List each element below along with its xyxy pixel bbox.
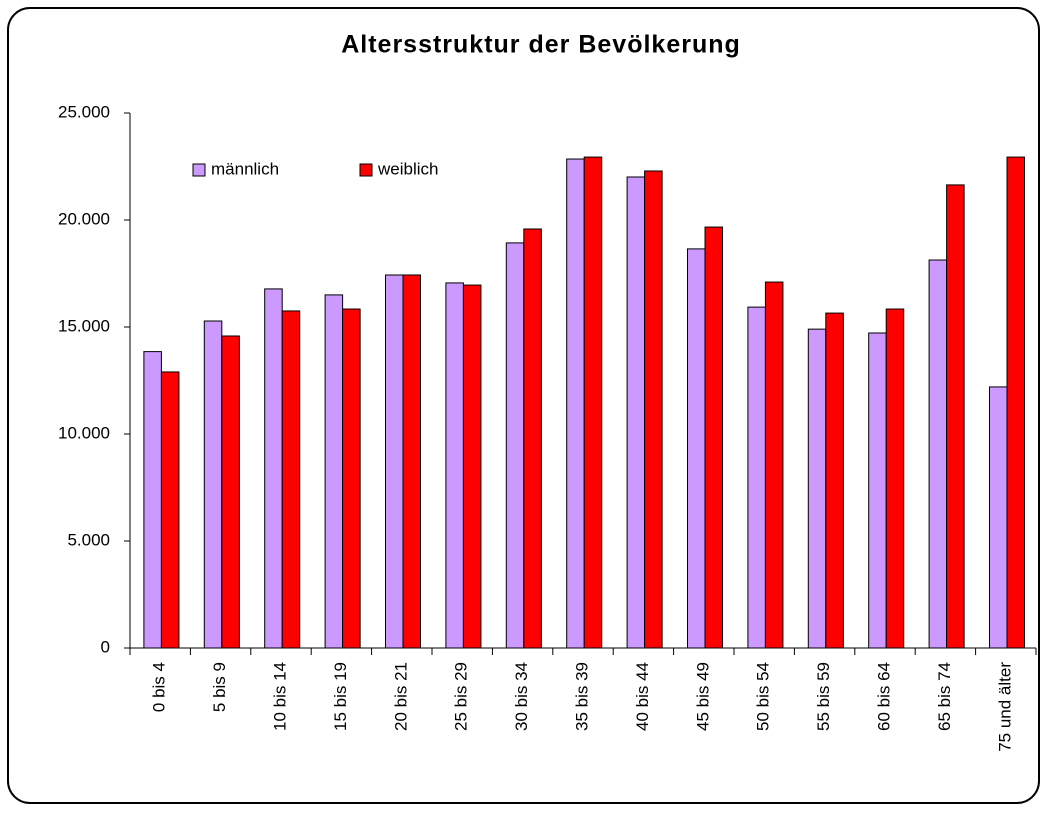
bar bbox=[402, 274, 422, 649]
bar bbox=[825, 312, 844, 649]
chart-title: Altersstruktur der Bevölkerung bbox=[341, 31, 741, 59]
bar bbox=[868, 332, 887, 649]
x-tick-label: 75 und älter bbox=[995, 662, 1014, 752]
bar bbox=[704, 226, 724, 649]
y-tick-label: 20.000 bbox=[58, 209, 110, 228]
bar bbox=[626, 176, 646, 649]
bar bbox=[686, 248, 706, 649]
bar bbox=[505, 242, 525, 649]
bar bbox=[342, 308, 361, 649]
x-tick-label: 25 bis 29 bbox=[452, 662, 471, 731]
bar bbox=[523, 228, 542, 649]
bar bbox=[644, 170, 663, 649]
bar bbox=[566, 158, 585, 649]
legend-label: männlich bbox=[211, 159, 279, 178]
y-tick-label: 5.000 bbox=[67, 530, 110, 549]
legend-swatch bbox=[192, 163, 206, 177]
legend-swatch bbox=[359, 163, 373, 177]
bar bbox=[946, 184, 965, 649]
bar bbox=[264, 288, 283, 649]
x-tick-label: 45 bis 49 bbox=[693, 662, 712, 731]
x-tick-label: 30 bis 34 bbox=[512, 662, 531, 731]
bar bbox=[445, 282, 464, 649]
bar bbox=[988, 386, 1008, 649]
x-tick-label: 65 bis 74 bbox=[935, 662, 954, 731]
bar bbox=[160, 371, 180, 649]
bar bbox=[462, 284, 482, 649]
bar bbox=[281, 310, 301, 649]
bar bbox=[203, 320, 223, 649]
bar bbox=[221, 335, 240, 649]
x-tick-label: 5 bis 9 bbox=[210, 662, 229, 712]
x-tick-label: 0 bis 4 bbox=[150, 662, 169, 712]
bar bbox=[583, 156, 603, 649]
bar bbox=[747, 306, 766, 649]
bar bbox=[764, 281, 784, 649]
y-tick-label: 0 bbox=[101, 637, 110, 656]
bar bbox=[384, 274, 404, 649]
bar bbox=[807, 328, 827, 649]
bar bbox=[1006, 156, 1026, 649]
x-tick-label: 35 bis 39 bbox=[572, 662, 591, 731]
x-tick-label: 40 bis 44 bbox=[633, 662, 652, 731]
x-tick-label: 60 bis 64 bbox=[874, 662, 893, 731]
bar bbox=[324, 294, 344, 649]
bar bbox=[143, 351, 162, 649]
y-tick-label: 15.000 bbox=[58, 316, 110, 335]
y-tick-label: 25.000 bbox=[58, 102, 110, 121]
y-tick-label: 10.000 bbox=[58, 423, 110, 442]
legend-label: weiblich bbox=[377, 159, 438, 178]
x-tick-label: 50 bis 54 bbox=[754, 662, 773, 731]
x-tick-label: 55 bis 59 bbox=[814, 662, 833, 731]
x-tick-label: 15 bis 19 bbox=[331, 662, 350, 731]
x-tick-label: 10 bis 14 bbox=[270, 662, 289, 731]
bar bbox=[928, 259, 948, 649]
x-tick-label: 20 bis 21 bbox=[391, 662, 410, 731]
bar bbox=[885, 308, 905, 649]
